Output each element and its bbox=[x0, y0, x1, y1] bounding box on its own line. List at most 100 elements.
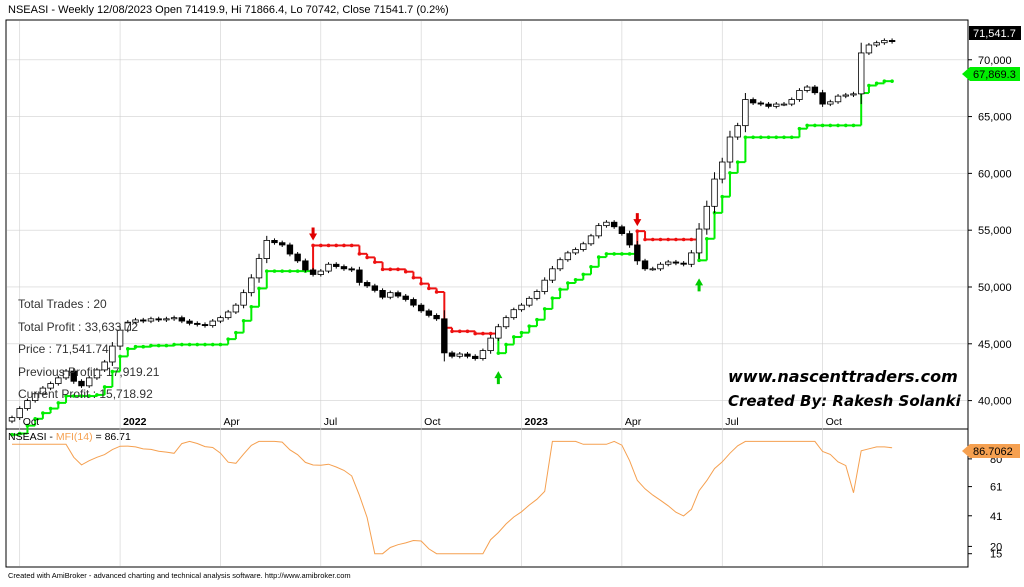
price-tick-label: 50,000 bbox=[978, 282, 1012, 294]
candle-body bbox=[788, 99, 795, 105]
time-tick-label: 2023 bbox=[525, 416, 549, 428]
candle-body bbox=[255, 258, 263, 279]
candle-body bbox=[232, 304, 240, 313]
candle-body bbox=[417, 304, 425, 312]
candle-body bbox=[502, 317, 510, 328]
candle-body bbox=[865, 44, 873, 54]
candle-body bbox=[765, 103, 772, 107]
candle-body bbox=[140, 319, 147, 322]
candle-body bbox=[711, 178, 718, 207]
price-tick-label: 55,000 bbox=[978, 225, 1012, 237]
candlestick-series bbox=[8, 38, 896, 424]
sell-arrow bbox=[309, 227, 318, 241]
indicator-label: NSEASI - MFI(14) = 86.71 bbox=[8, 431, 131, 443]
candle-body bbox=[271, 240, 278, 244]
mfi-tick-label: 61 bbox=[990, 482, 1002, 494]
candle-body bbox=[286, 244, 294, 255]
candle-body bbox=[124, 321, 131, 331]
candle-body bbox=[564, 252, 572, 261]
candle-body bbox=[309, 269, 317, 275]
mfi-series bbox=[12, 440, 893, 555]
candle-body bbox=[641, 260, 649, 270]
candle-body bbox=[803, 86, 811, 91]
price-tick-label: 65,000 bbox=[978, 112, 1012, 124]
candle-body bbox=[649, 268, 656, 271]
mfi-tick-label: 41 bbox=[990, 511, 1002, 523]
price-tick-label: 45,000 bbox=[978, 339, 1012, 351]
candle-body bbox=[387, 292, 394, 298]
candle-body bbox=[556, 259, 564, 270]
total-trades: Total Trades : 20 bbox=[18, 297, 107, 311]
stop-price-badge-text: 67,869.3 bbox=[973, 69, 1016, 81]
candle-body bbox=[780, 103, 788, 106]
candle-body bbox=[549, 268, 556, 281]
price-axis: 40,000 45,000 50,000 55,000 60,000 65,000 70,0… bbox=[968, 55, 1012, 408]
candle-body bbox=[217, 317, 224, 322]
candle-body bbox=[86, 377, 93, 387]
candle-body bbox=[441, 318, 448, 354]
candle-body bbox=[356, 269, 363, 283]
candle-body bbox=[657, 263, 664, 270]
candle-body bbox=[626, 233, 633, 246]
watermark-site: www.nascenttraders.com bbox=[728, 367, 958, 386]
candle-body bbox=[78, 380, 85, 387]
candle-body bbox=[16, 408, 23, 419]
sell-arrow bbox=[633, 213, 642, 227]
candle-body bbox=[263, 240, 270, 259]
candle-body bbox=[487, 337, 494, 352]
candle-body bbox=[448, 352, 456, 357]
candle-body bbox=[610, 221, 618, 228]
candle-body bbox=[688, 252, 695, 265]
candle-body bbox=[495, 326, 502, 339]
candle-body bbox=[858, 52, 865, 95]
candle-body bbox=[433, 314, 440, 320]
stop-point bbox=[890, 79, 894, 83]
candle-body bbox=[719, 161, 726, 180]
candle-body bbox=[634, 244, 641, 262]
candle-body bbox=[47, 383, 54, 389]
candle-body bbox=[178, 317, 186, 322]
candle-body bbox=[348, 268, 355, 271]
time-tick-label: Apr bbox=[625, 416, 642, 428]
time-tick-label: Oct bbox=[424, 416, 440, 428]
previous-profit: Previous Profit : 17,919.21 bbox=[18, 365, 160, 379]
candle-body bbox=[325, 263, 332, 272]
total-profit: Total Profit : 33,633.72 bbox=[18, 320, 138, 334]
candle-body bbox=[302, 260, 309, 271]
time-axis: Oct 2022 Apr Jul Oct 2023 Apr Jul Oct bbox=[23, 416, 842, 428]
candle-body bbox=[248, 277, 255, 294]
candle-body bbox=[796, 90, 803, 100]
footer-credit: Created with AmiBroker - advanced charti… bbox=[8, 571, 351, 580]
candle-body bbox=[819, 92, 826, 105]
time-tick-label: Jul bbox=[725, 416, 738, 428]
candle-body bbox=[147, 318, 155, 322]
candle-body bbox=[518, 304, 525, 311]
price-tick-label: 40,000 bbox=[978, 396, 1012, 408]
candle-body bbox=[394, 292, 402, 297]
candle-body bbox=[8, 417, 16, 422]
candle-body bbox=[240, 292, 247, 306]
signal-arrows bbox=[309, 213, 704, 385]
candle-body bbox=[224, 311, 232, 319]
mfi-badge-text: 86.7062 bbox=[973, 446, 1013, 458]
candle-body bbox=[850, 93, 857, 96]
candle-body bbox=[116, 329, 124, 347]
candle-body bbox=[93, 369, 101, 379]
candle-body bbox=[201, 324, 209, 327]
time-tick-label: Oct bbox=[23, 416, 39, 428]
candle-body bbox=[163, 318, 170, 321]
candle-body bbox=[456, 353, 463, 357]
candle-body bbox=[811, 86, 819, 94]
candle-body bbox=[479, 350, 487, 359]
candle-body bbox=[881, 40, 888, 44]
grid-lines bbox=[7, 21, 967, 566]
candle-body bbox=[371, 285, 379, 291]
candle-body bbox=[834, 95, 842, 103]
candle-body bbox=[773, 103, 780, 107]
candle-body bbox=[618, 226, 626, 234]
candle-body bbox=[333, 263, 340, 267]
candle-body bbox=[186, 320, 193, 324]
candle-body bbox=[101, 361, 108, 371]
